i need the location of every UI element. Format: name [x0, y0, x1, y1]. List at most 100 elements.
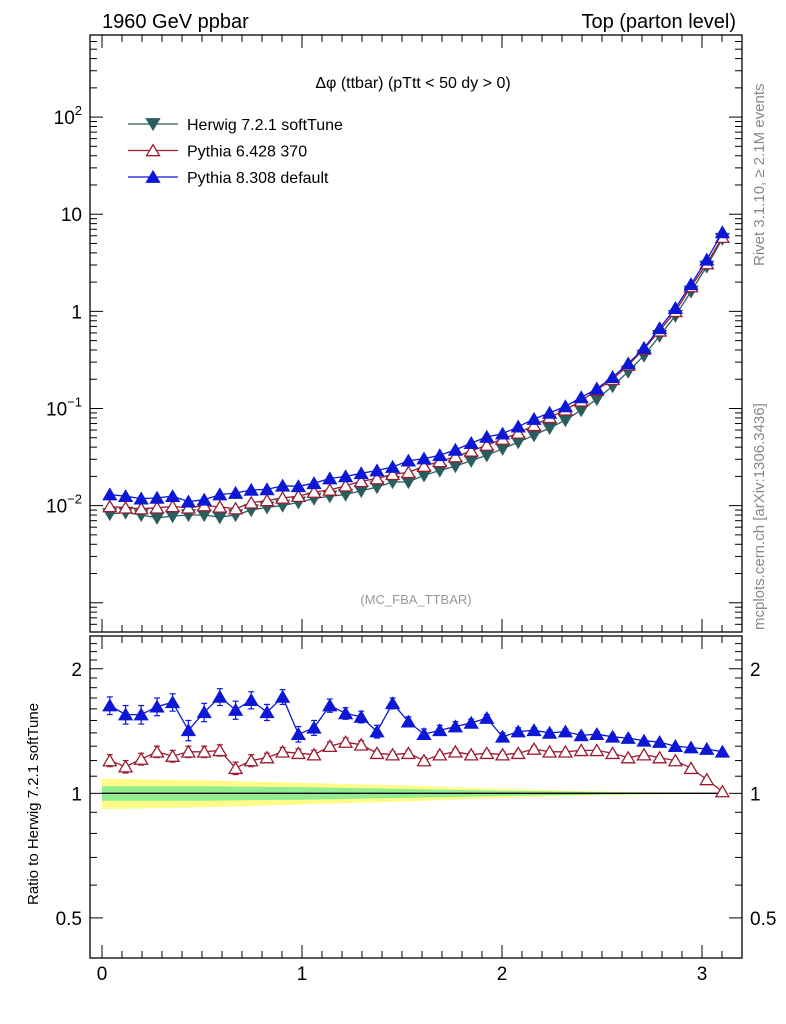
- data-point: [447, 460, 464, 474]
- ratio-point: [384, 696, 401, 710]
- y-tick-label: 1: [71, 302, 82, 323]
- ratio-point: [322, 739, 338, 753]
- ratio-point: [290, 746, 307, 760]
- ratio-point: [683, 740, 699, 754]
- ratio-point: [636, 747, 652, 761]
- ratio-series-0: [102, 734, 731, 798]
- data-point: [180, 494, 197, 508]
- data-point: [479, 449, 495, 463]
- data-point: [510, 425, 526, 439]
- ratio-point: [400, 746, 417, 760]
- data-point: [400, 453, 417, 467]
- ratio-point: [683, 761, 699, 775]
- data-point: [227, 501, 244, 515]
- ratio-point: [714, 784, 731, 798]
- ratio-point: [463, 715, 479, 729]
- ratio-point: [541, 744, 558, 758]
- ratio-point: [589, 743, 605, 757]
- y-tick-label: 10: [61, 205, 82, 226]
- series-2: [102, 225, 731, 508]
- data-point: [620, 356, 636, 370]
- data-point: [149, 490, 165, 504]
- ratio-point: [526, 741, 542, 755]
- main-plot-title: Δφ (ttbar) (pTtt < 50 dy > 0): [315, 75, 510, 92]
- data-point: [416, 459, 432, 472]
- data-point: [164, 499, 181, 513]
- legend-label: Pythia 6.428 370: [187, 144, 307, 161]
- data-point: [243, 495, 259, 509]
- ratio-point: [494, 747, 511, 761]
- ratio-y-tick-label: 2: [71, 660, 82, 681]
- ratio-point: [573, 728, 589, 742]
- ratio-point: [432, 747, 448, 761]
- data-point: [274, 478, 291, 492]
- ratio-point: [557, 744, 574, 758]
- ratio-point: [416, 753, 432, 767]
- ratio-point: [149, 699, 165, 713]
- series-line: [109, 232, 723, 503]
- ratio-point: [337, 734, 354, 748]
- data-point: [212, 487, 228, 501]
- ratio-point: [620, 730, 636, 744]
- data-point: [306, 484, 322, 498]
- main-frame: [89, 34, 743, 633]
- ratio-point: [259, 750, 275, 764]
- data-point: [164, 489, 181, 503]
- ratio-point: [117, 707, 134, 721]
- series-line: [109, 238, 723, 519]
- data-point: [557, 399, 574, 413]
- watermark: (MC_FBA_TTBAR): [360, 592, 471, 607]
- data-point: [117, 500, 134, 514]
- ratio-y-tick-label-right: 1: [750, 784, 761, 805]
- ratio-point: [447, 744, 464, 758]
- data-point: [353, 474, 369, 488]
- legend-marker: [145, 143, 161, 157]
- ratio-point: [699, 741, 715, 755]
- ratio-y-tick-label-right: 0.5: [750, 909, 776, 930]
- legend-marker: [145, 118, 161, 132]
- data-point: [479, 437, 495, 451]
- data-point: [227, 485, 244, 499]
- ratio-point: [541, 725, 558, 739]
- ratio-point: [212, 689, 228, 703]
- data-point: [432, 454, 448, 468]
- x-tick-label: 3: [697, 964, 708, 985]
- data-point: [149, 511, 165, 525]
- ratio-point: [274, 689, 291, 703]
- main-panel: 10−2 10−1 1 10 102: [46, 34, 743, 633]
- ratio-point: [400, 714, 417, 728]
- data-point: [526, 429, 542, 443]
- data-point: [212, 499, 228, 513]
- ratio-point: [667, 739, 684, 753]
- ratio-point: [117, 759, 134, 773]
- ratio-point: [699, 772, 715, 786]
- data-point: [651, 321, 668, 335]
- ratio-point: [196, 744, 212, 758]
- data-point: [353, 466, 369, 480]
- ratio-y-label: Ratio to Herwig 7.2.1 softTune: [25, 703, 42, 905]
- data-point: [667, 300, 684, 314]
- data-point: [557, 414, 574, 428]
- ratio-point: [274, 744, 291, 758]
- ratio-point: [651, 750, 668, 764]
- ratio-point: [526, 723, 542, 737]
- ratio-frame: [89, 635, 743, 959]
- ratio-point: [510, 746, 526, 760]
- data-point: [447, 442, 464, 456]
- ratio-point: [306, 720, 322, 734]
- ratio-point: [636, 733, 652, 747]
- ratio-point: [573, 743, 589, 757]
- legend: Herwig 7.2.1 softTune Pythia 6.428 370 Pyt…: [128, 117, 343, 187]
- data-point: [463, 443, 479, 457]
- data-point: [463, 454, 479, 468]
- data-point: [526, 418, 542, 432]
- ratio-point: [589, 727, 605, 741]
- data-point: [510, 419, 526, 433]
- ratio-point: [604, 746, 621, 760]
- header-left-title: 1960 GeV ppbar: [102, 11, 249, 33]
- mcplots-label: mcplots.cern.ch [arXiv:1306.3436]: [751, 403, 768, 630]
- ratio-point: [133, 751, 149, 765]
- ratio-point: [510, 724, 526, 738]
- legend-label: Pythia 8.308 default: [187, 170, 329, 187]
